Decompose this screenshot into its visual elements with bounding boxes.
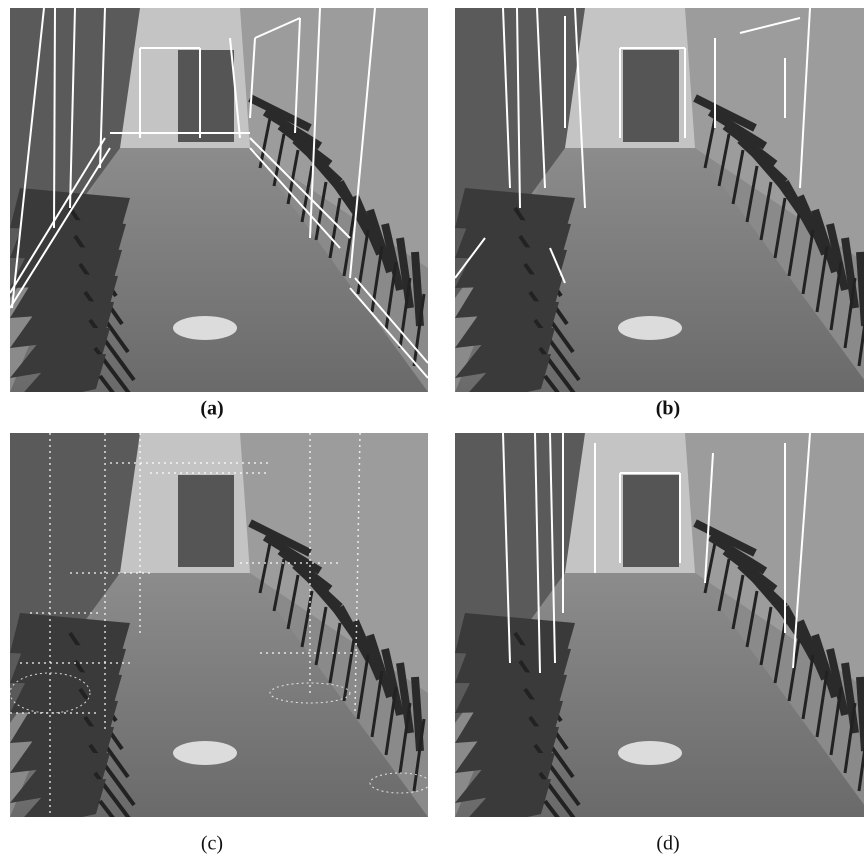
panel-label: (c) [201,833,223,855]
floor-highlight [618,316,682,340]
photo-panel [455,433,864,857]
chair [860,677,864,751]
panel-label: (d) [656,833,679,855]
detected-line [54,8,55,228]
floor-highlight [618,741,682,765]
door [623,475,679,567]
door [178,475,234,567]
photo-panel [10,8,428,436]
chair [415,252,420,326]
photo-panel [10,433,430,857]
door [623,50,679,142]
photo-panel [455,8,864,436]
chair [860,252,864,326]
door [178,50,234,142]
chair [415,677,420,751]
floor-highlight [173,741,237,765]
figure: (a) (b) (c) (d) [0,0,864,857]
floor-highlight [173,316,237,340]
panel-label: (a) [200,398,223,420]
panel-label: (b) [656,398,680,420]
